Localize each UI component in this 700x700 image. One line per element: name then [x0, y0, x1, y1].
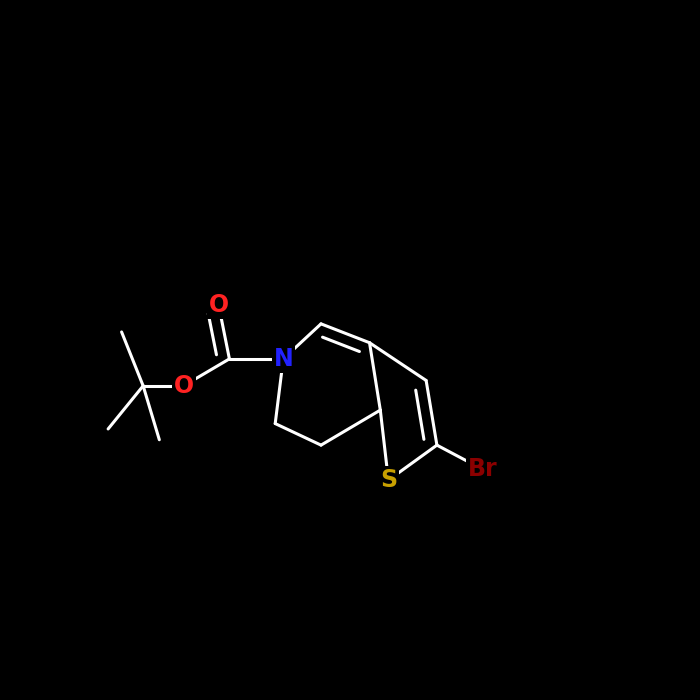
- Text: Br: Br: [468, 457, 498, 482]
- Text: N: N: [274, 347, 293, 371]
- Text: O: O: [174, 374, 194, 398]
- Text: O: O: [209, 293, 229, 317]
- Text: S: S: [380, 468, 397, 492]
